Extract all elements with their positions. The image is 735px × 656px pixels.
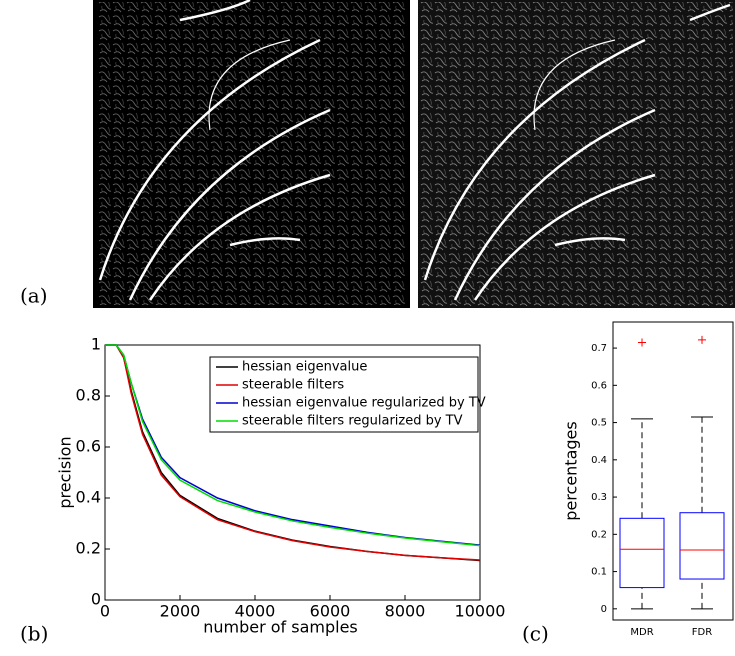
x-tick-label: 2000 [160, 602, 201, 621]
y-tick-label: 0.7 [591, 343, 607, 354]
image-right [418, 0, 735, 308]
legend-label: steerable filters [242, 378, 344, 393]
box [619, 517, 665, 589]
image-left [93, 0, 410, 308]
y-tick-label: 0 [91, 590, 101, 609]
y-tick-label: 0.2 [76, 539, 101, 558]
x-tick-label: 8000 [385, 602, 426, 621]
y-tick-label: 0.3 [591, 492, 607, 503]
x-tick-label: 10000 [455, 602, 506, 621]
y-tick-label: 0.4 [591, 455, 607, 466]
y-tick-label: 0.1 [591, 567, 607, 578]
x-tick-label: FDR [692, 627, 712, 638]
legend-box [209, 356, 479, 433]
outlier [698, 335, 706, 344]
panel-label: (c) [522, 622, 549, 646]
y-axis-label: precision [56, 436, 75, 508]
x-axis-label: number of samples [203, 618, 358, 637]
y-tick-label: 0.4 [76, 488, 101, 507]
x-tick-label: 6000 [310, 602, 351, 621]
x-tick-label: 0 [100, 602, 110, 621]
series-line [105, 344, 481, 547]
panel-label: (a) [20, 284, 48, 308]
y-tick-label: 0.2 [591, 529, 607, 540]
y-tick-label: 0.6 [76, 437, 101, 456]
y-tick-label: 1 [91, 335, 101, 354]
legend-label: steerable filters regularized by TV [242, 414, 463, 429]
y-tick-label: 0.5 [591, 418, 607, 429]
y-axis-label: percentages [562, 421, 581, 520]
panel-label: (b) [20, 622, 48, 646]
series-line [105, 344, 481, 561]
box [679, 512, 725, 580]
y-tick-label: 0.6 [591, 380, 607, 391]
plot-area [612, 321, 734, 621]
legend: hessian eigenvalue steerable filters hessi… [209, 356, 486, 433]
x-tick-label: 4000 [235, 602, 276, 621]
legend-label: hessian eigenvalue [242, 360, 367, 375]
outlier [638, 338, 646, 347]
legend-label: hessian eigenvalue regularized by TV [242, 396, 486, 411]
y-tick-label: 0 [601, 604, 607, 615]
y-tick-label: 0.8 [76, 386, 101, 405]
x-tick-label: MDR [630, 627, 653, 638]
